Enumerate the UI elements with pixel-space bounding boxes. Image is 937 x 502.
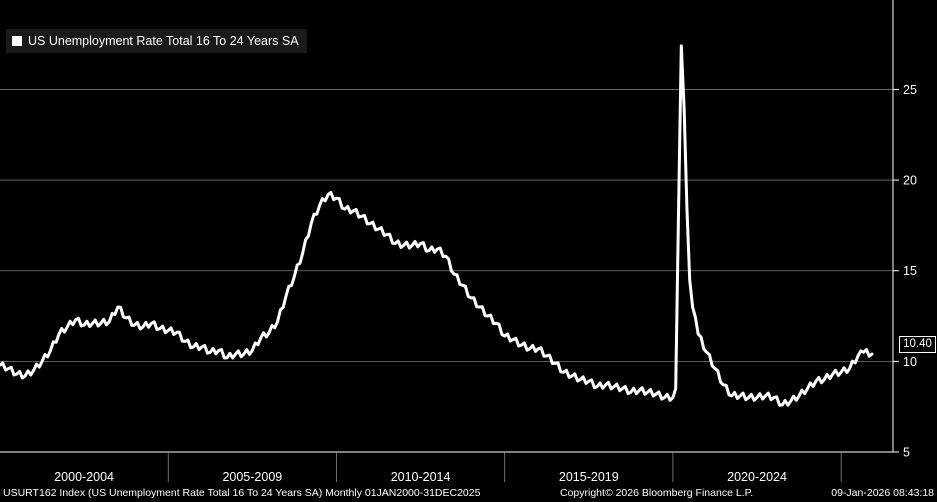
- footer-timestamp: 09-Jan-2026 08:43:18: [831, 487, 934, 499]
- x-tick-label: 2005-2009: [222, 470, 282, 484]
- series-line-unemployment-16-24: [0, 44, 874, 407]
- x-axis-ticks: 2000-2004 2005-2009 2010-2014 2015-2019 2020…: [54, 452, 842, 484]
- y-tick-label: 15: [903, 264, 917, 278]
- x-tick-label: 2000-2004: [54, 470, 114, 484]
- legend-label: US Unemployment Rate Total 16 To 24 Year…: [28, 34, 299, 48]
- chart-legend: US Unemployment Rate Total 16 To 24 Year…: [6, 29, 307, 53]
- y-tick-label: 20: [903, 174, 917, 188]
- x-tick-label: 2020-2024: [727, 470, 787, 484]
- y-tick-label: 10: [903, 355, 917, 369]
- legend-swatch: [12, 36, 22, 46]
- gridlines: [0, 89, 893, 362]
- x-tick-label: 2015-2019: [559, 470, 619, 484]
- x-tick-label: 2010-2014: [391, 470, 451, 484]
- footer-copyright: Copyright© 2026 Bloomberg Finance L.P.: [560, 487, 754, 499]
- y-tick-label: 25: [903, 83, 917, 97]
- y-axis-ticks: 5 10 15 20 25: [893, 83, 917, 460]
- y-tick-label: 5: [903, 446, 910, 460]
- footer-ticker: USURT162 Index (US Unemployment Rate Tot…: [3, 487, 481, 499]
- last-value-label: 10.40: [899, 336, 936, 353]
